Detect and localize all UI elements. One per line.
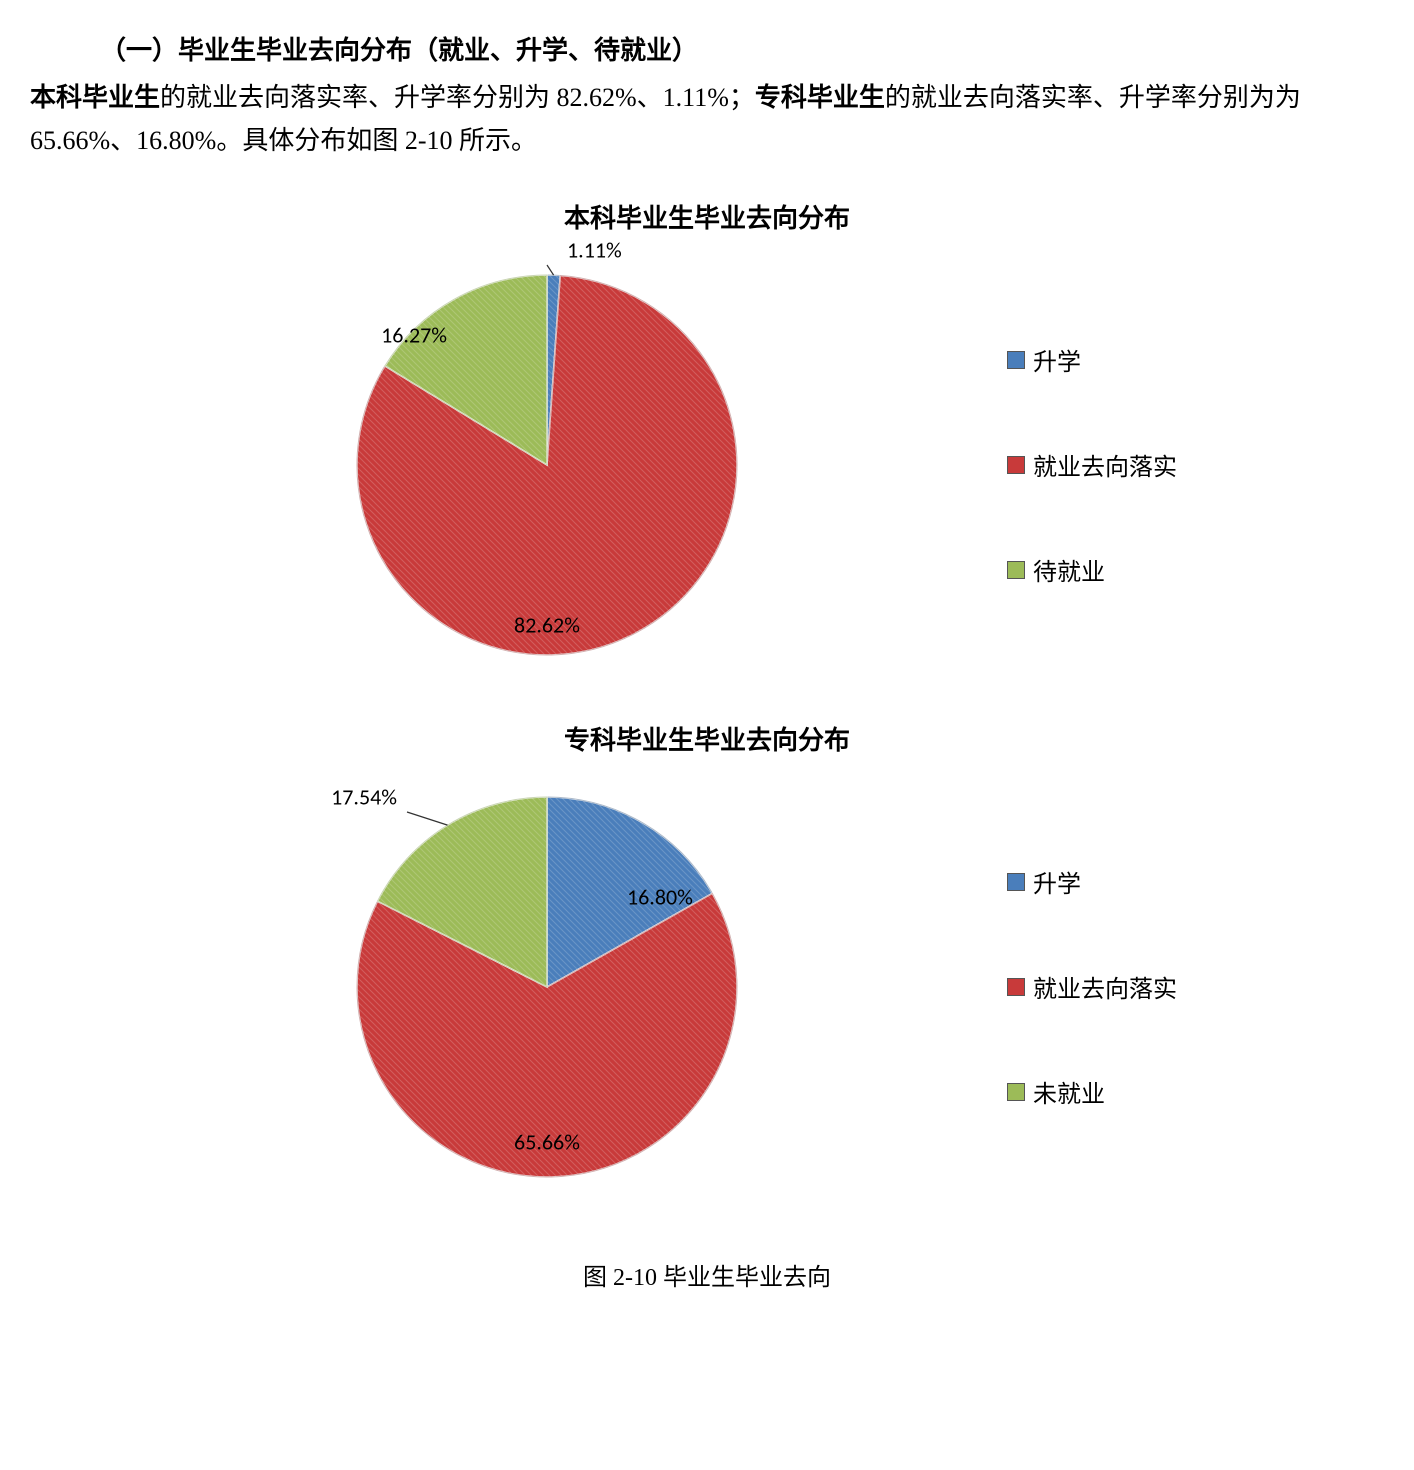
intro-paragraph: 本科毕业生的就业去向落实率、升学率分别为 82.62%、1.11%；专科毕业生的… — [30, 77, 1384, 163]
chart-benke: 本科毕业生毕业去向分布1.11% 82.62% 16.27% 升学就业去向落实待就业 — [30, 183, 1384, 685]
legend-swatch — [1007, 873, 1025, 891]
chart-row-zhuanke: 16.80% 65.66% 17.54% 升学就业去向落实未就业 — [30, 767, 1384, 1207]
bold-zhuanke: 专科毕业生 — [755, 83, 885, 112]
data-label-shengxue: 1.11% — [567, 236, 622, 263]
pie-area-zhuanke: 16.80% 65.66% 17.54% — [237, 767, 857, 1207]
legend-swatch — [1007, 561, 1025, 579]
data-label-jiuye: 82.62% — [514, 611, 580, 638]
legend-label: 就业去向落实 — [1033, 447, 1177, 482]
chart-title-zhuanke: 专科毕业生毕业去向分布 — [564, 720, 850, 757]
legend-swatch — [1007, 456, 1025, 474]
chart-zhuanke: 专科毕业生毕业去向分布 16.80% 65.66% 17.54% 升学就业去向落实未就业 — [30, 705, 1384, 1207]
legend-item: 就业去向落实 — [1007, 969, 1177, 1004]
leader-line-weijiuye — [407, 812, 448, 825]
legend-item: 升学 — [1007, 864, 1177, 899]
data-label-daijiuye: 16.27% — [381, 321, 447, 348]
legend-benke: 升学就业去向落实待就业 — [1007, 342, 1177, 587]
text-seg2: 的就业去向落实率、升学率分别为 82.62%、1.11%； — [160, 83, 755, 112]
legend-item: 升学 — [1007, 342, 1177, 377]
leader-line-shengxue — [547, 265, 554, 275]
legend-zhuanke: 升学就业去向落实未就业 — [1007, 864, 1177, 1109]
legend-label: 升学 — [1033, 342, 1081, 377]
legend-label: 升学 — [1033, 864, 1081, 899]
figure-caption: 图 2-10 毕业生毕业去向 — [30, 1257, 1384, 1292]
legend-label: 待就业 — [1033, 552, 1105, 587]
data-label-weijiuye: 17.54% — [331, 783, 397, 810]
chart-title-benke: 本科毕业生毕业去向分布 — [564, 198, 850, 235]
bold-benke: 本科毕业生 — [30, 83, 160, 112]
legend-swatch — [1007, 978, 1025, 996]
legend-item: 未就业 — [1007, 1074, 1177, 1109]
chart-row-benke: 1.11%82.62%16.27%升学就业去向落实待就业 — [30, 245, 1384, 685]
legend-item: 就业去向落实 — [1007, 447, 1177, 482]
pie-area-benke: 1.11%82.62%16.27% — [237, 245, 857, 685]
legend-label: 未就业 — [1033, 1074, 1105, 1109]
charts-container: 本科毕业生毕业去向分布1.11%82.62%16.27%升学就业去向落实待就业专… — [30, 183, 1384, 1207]
data-label-shengxue: 16.80% — [627, 883, 693, 910]
legend-swatch — [1007, 351, 1025, 369]
section-heading: （一）毕业生毕业去向分布（就业、升学、待就业） — [100, 30, 1384, 67]
data-label-jiuye: 65.66% — [514, 1128, 580, 1155]
legend-label: 就业去向落实 — [1033, 969, 1177, 1004]
legend-item: 待就业 — [1007, 552, 1177, 587]
legend-swatch — [1007, 1083, 1025, 1101]
